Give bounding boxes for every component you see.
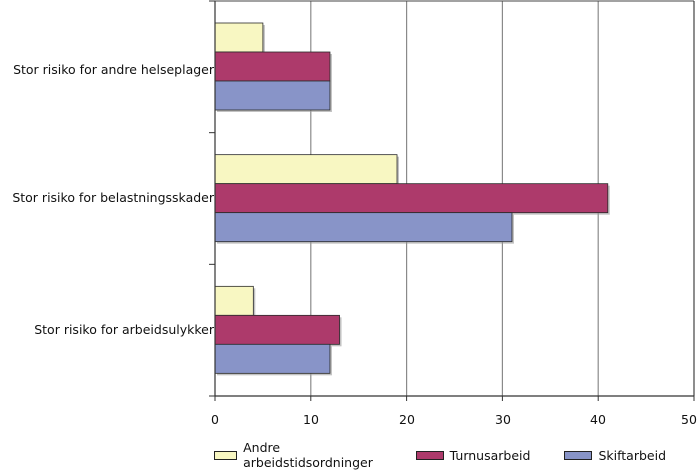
x-tick-0: 0 [211,412,219,427]
legend-label-skift: Skiftarbeid [598,447,666,463]
bar [214,285,254,316]
legend-swatch-skift [564,450,593,460]
bar [214,80,331,111]
bar [214,154,398,185]
legend-label-turnus: Turnusarbeid [449,447,531,463]
category-label-arbeidsulykker: Stor risiko for arbeidsulykker [34,322,214,337]
category-label-belastningsskader: Stor risiko for belastningsskader [12,190,214,205]
bar [214,22,264,53]
x-tick-10: 10 [303,412,319,427]
plot-area [209,0,695,401]
legend-swatch-turnus [415,450,444,460]
legend: Andre arbeidstidsordninger Turnusarbeid … [214,440,700,470]
x-tick-40: 40 [590,412,606,427]
bar [214,343,331,374]
x-tick-20: 20 [399,412,415,427]
legend-swatch-andre [214,450,238,460]
bar [214,212,513,243]
x-tick-50: 50 [681,412,697,427]
legend-item-skift: Skiftarbeid [564,448,666,463]
bar [214,314,340,345]
legend-item-turnus: Turnusarbeid [415,447,531,463]
bar-chart: Stor risiko for andre helseplager Stor r… [12,0,697,470]
legend-label-andre: Andre arbeidstidsordninger [243,440,373,470]
legend-item-andre: Andre arbeidstidsordninger [214,440,382,470]
x-tick-30: 30 [495,412,511,427]
bar [214,183,609,214]
category-label-andre-helseplager: Stor risiko for andre helseplager [13,62,214,77]
bar [214,51,331,82]
